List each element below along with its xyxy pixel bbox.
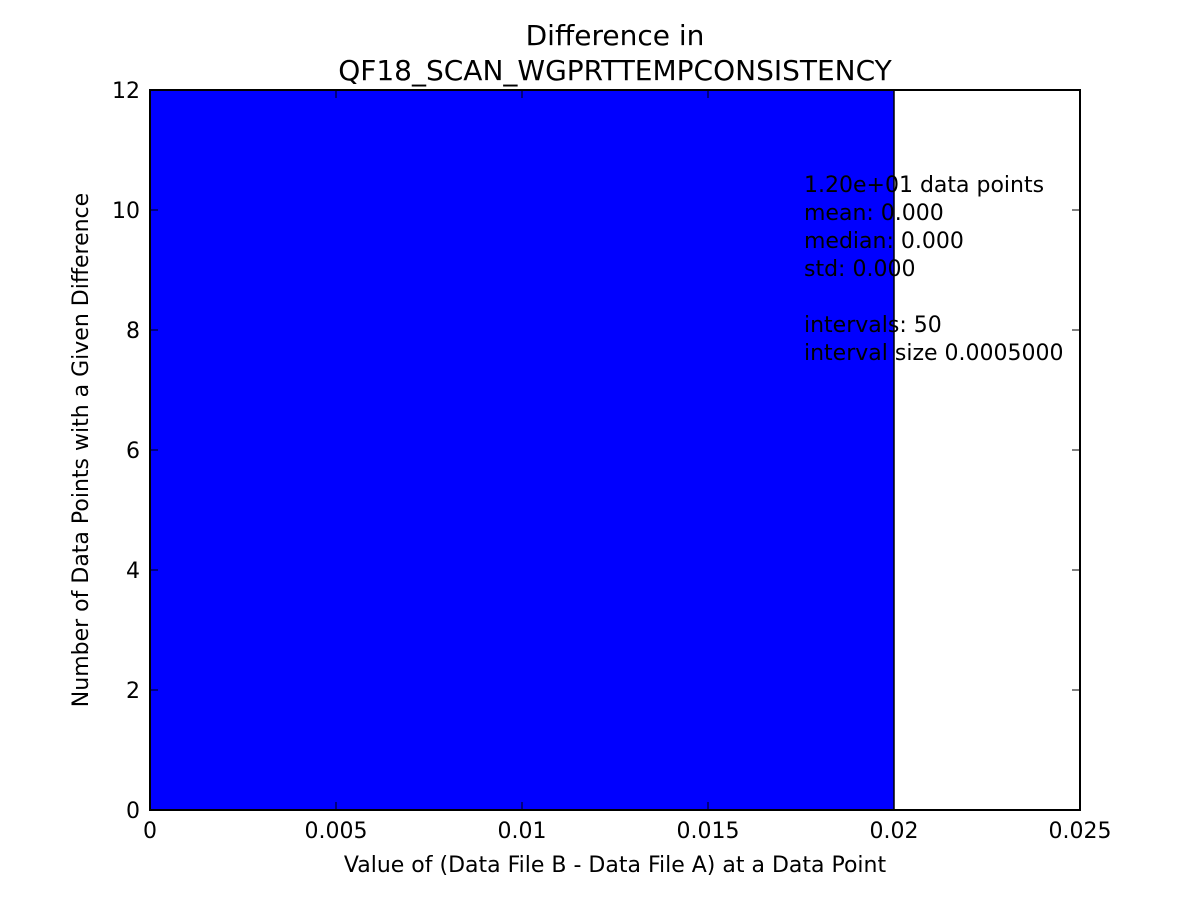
- y-tick-label: 12: [112, 79, 140, 104]
- plot-frame: [149, 89, 1081, 811]
- chart-title-line-2: QF18_SCAN_WGPRTTEMPCONSISTENCY: [338, 54, 892, 87]
- ticks-layer: 0 0.005 0.01 0.015 0.02 0.025 0 2 4 6 8 10 12: [112, 79, 1111, 844]
- x-tick-label: 0.02: [870, 819, 919, 844]
- stats-annotation-line: interval size 0.0005000: [804, 341, 1064, 366]
- x-tick-label: 0.01: [498, 819, 547, 844]
- y-tick-label: 0: [126, 799, 140, 824]
- chart-title-line-1: Difference in: [526, 19, 705, 52]
- x-tick-label: 0.015: [677, 819, 740, 844]
- y-axis-label: Number of Data Points with a Given Diffe…: [69, 193, 94, 707]
- stats-annotation-line: intervals: 50: [804, 313, 942, 338]
- x-axis-label: Value of (Data File B - Data File A) at …: [344, 853, 887, 878]
- stats-annotation-line: median: 0.000: [804, 229, 964, 254]
- stats-annotation-line: 1.20e+01 data points: [804, 173, 1044, 198]
- bars-layer: [149, 89, 895, 811]
- y-tick-label: 10: [112, 199, 140, 224]
- y-tick-label: 6: [126, 439, 140, 464]
- x-tick-label: 0: [143, 819, 157, 844]
- histogram-bar-0: [149, 89, 895, 811]
- y-tick-label: 8: [126, 319, 140, 344]
- y-tick-label: 4: [126, 559, 140, 584]
- stats-annotation-line: std: 0.000: [804, 257, 915, 282]
- y-tick-label: 2: [126, 679, 140, 704]
- x-tick-label: 0.005: [305, 819, 368, 844]
- stats-annotation-line: mean: 0.000: [804, 201, 944, 226]
- x-tick-label: 0.025: [1049, 819, 1112, 844]
- stats-annotation: 1.20e+01 data points mean: 0.000 median: 0…: [804, 173, 1064, 366]
